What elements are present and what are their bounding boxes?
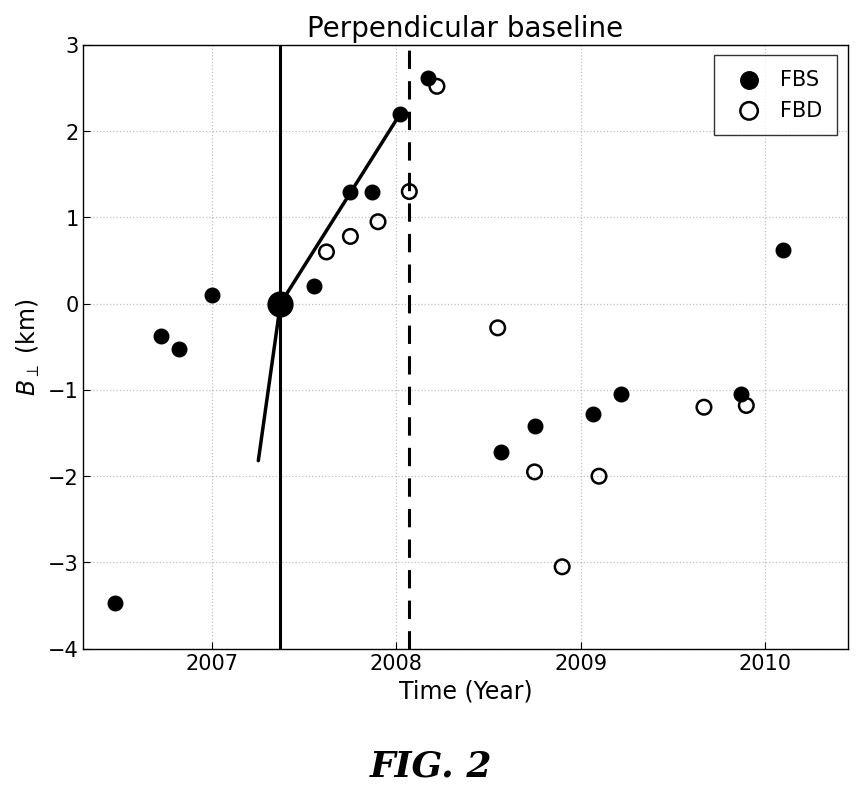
Point	[273, 298, 287, 310]
FBD	[528, 466, 541, 479]
FBD	[430, 81, 444, 93]
FBS	[365, 185, 379, 198]
FBD	[696, 401, 710, 414]
Text: FIG. 2: FIG. 2	[370, 749, 492, 783]
FBS	[205, 289, 219, 302]
FBD	[403, 185, 416, 198]
FBS	[307, 280, 321, 293]
FBS	[108, 597, 122, 610]
FBD	[319, 246, 333, 259]
FBS	[153, 330, 167, 343]
FBS	[494, 446, 508, 459]
FBS	[393, 108, 407, 120]
FBS	[776, 244, 790, 257]
Title: Perpendicular baseline: Perpendicular baseline	[307, 15, 623, 43]
FBS	[172, 342, 186, 355]
Y-axis label: $B_\perp$ (km): $B_\perp$ (km)	[15, 298, 42, 396]
FBS	[614, 388, 628, 401]
X-axis label: Time (Year): Time (Year)	[398, 679, 532, 703]
FBD	[490, 322, 504, 334]
FBS	[586, 408, 600, 421]
FBS	[734, 388, 747, 401]
FBD	[371, 215, 384, 228]
Legend: FBS, FBD: FBS, FBD	[713, 56, 837, 136]
FBS	[343, 185, 357, 198]
FBS	[421, 72, 434, 85]
FBS	[528, 420, 541, 433]
FBD	[591, 470, 605, 483]
FBD	[343, 231, 357, 243]
FBD	[555, 560, 569, 573]
FBD	[739, 399, 753, 412]
